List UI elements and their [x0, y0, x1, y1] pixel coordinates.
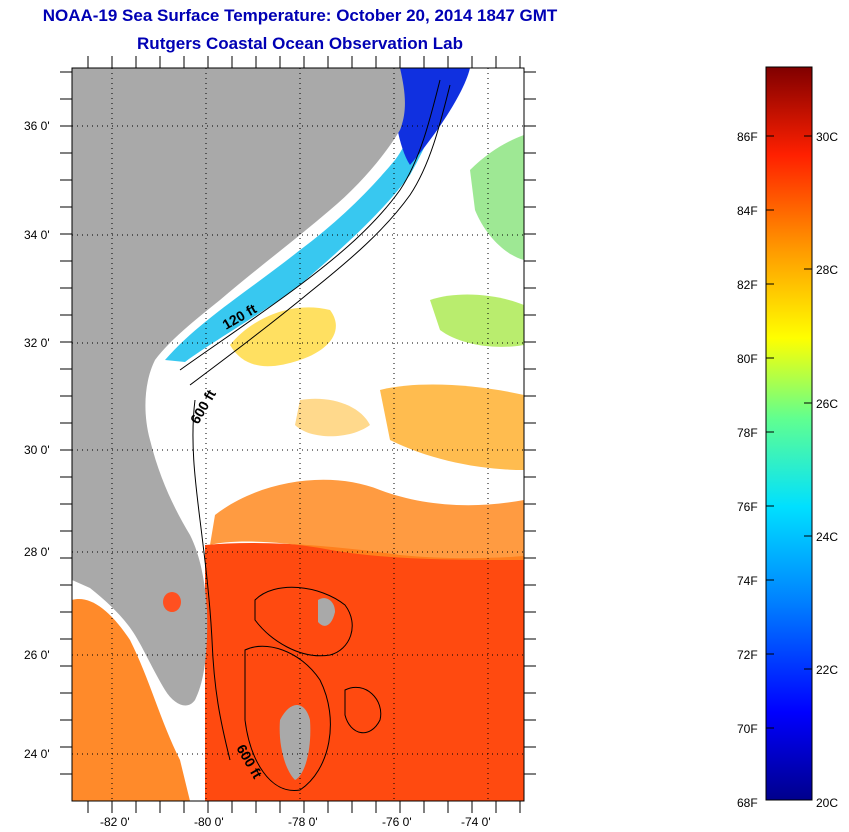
cb-label-28c: 28C [816, 263, 839, 277]
cb-label-84f: 84F [737, 204, 758, 218]
lon-label-80: -80 0' [194, 815, 224, 829]
cb-label-76f: 76F [737, 500, 758, 514]
lat-label-36: 36 0' [24, 119, 50, 133]
cb-label-22c: 22C [816, 663, 839, 677]
cb-label-74f: 74F [737, 574, 758, 588]
map-body [72, 68, 524, 801]
colorbar-gradient [765, 66, 813, 801]
lake-okeechobee [163, 592, 181, 612]
lon-label-82: -82 0' [100, 815, 130, 829]
yellow-patch [230, 307, 336, 367]
warm-patch-central [295, 398, 370, 437]
green-patch-ne [470, 135, 524, 260]
contour-600ft [189, 84, 451, 761]
cb-label-20c: 20C [816, 796, 839, 810]
cb-label-78f: 78F [737, 426, 758, 440]
graticule [72, 68, 524, 801]
lat-label-32: 32 0' [24, 336, 50, 350]
lat-label-28: 28 0' [24, 545, 50, 559]
lon-label-76: -76 0' [382, 815, 412, 829]
contour-120ft [179, 79, 441, 371]
gulf-warm-water [72, 599, 190, 801]
cb-label-80f: 80F [737, 352, 758, 366]
map-subtitle: Rutgers Coastal Ocean Observation Lab [137, 34, 463, 53]
cb-label-82f: 82F [737, 278, 758, 292]
colorbar-ticks [766, 135, 812, 729]
cb-label-24c: 24C [816, 530, 839, 544]
lon-label-74: -74 0' [461, 815, 491, 829]
cb-label-70f: 70F [737, 722, 758, 736]
contour-bahamas-bank [244, 586, 382, 791]
lat-label-24: 24 0' [24, 747, 50, 761]
cb-label-86f: 86F [737, 130, 758, 144]
cb-label-30c: 30C [816, 130, 839, 144]
cb-label-26c: 26C [816, 397, 839, 411]
lon-label-78: -78 0' [288, 815, 318, 829]
map-frame [71, 67, 525, 802]
green-patch-east [430, 294, 524, 347]
axis-ticks [60, 56, 536, 813]
land-mainland [72, 68, 405, 706]
lat-label-30: 30 0' [24, 443, 50, 457]
lat-label-26: 26 0' [24, 648, 50, 662]
cb-label-72f: 72F [737, 648, 758, 662]
lat-label-34: 34 0' [24, 228, 50, 242]
warm-water-band-orange [210, 479, 524, 560]
map-title: NOAA-19 Sea Surface Temperature: October… [42, 6, 558, 25]
cb-label-68f: 68F [737, 796, 758, 810]
land-bahamas-abaco [318, 598, 335, 626]
land-bahamas-andros [279, 705, 311, 780]
